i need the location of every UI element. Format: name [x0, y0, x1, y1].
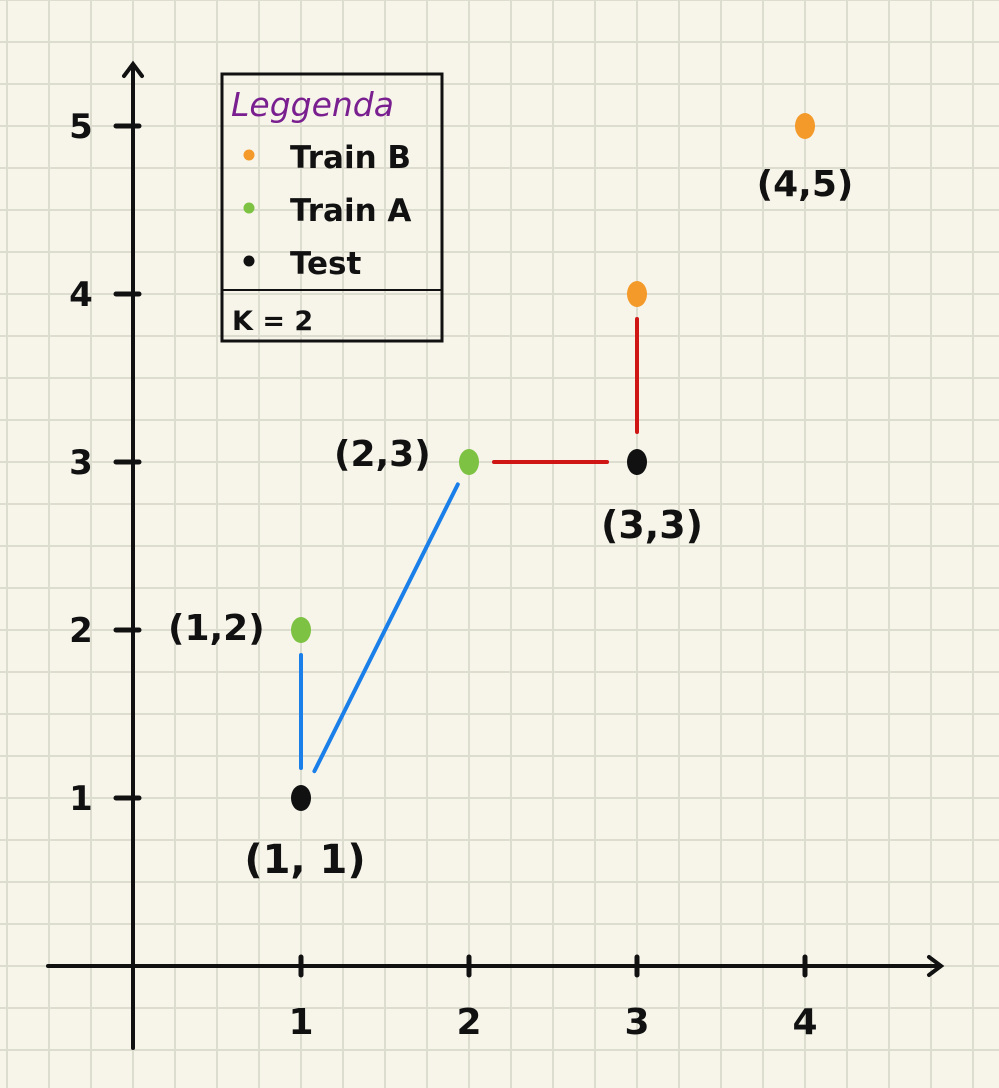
- point-label: (2,3): [334, 434, 431, 475]
- point-train-b: [627, 281, 647, 307]
- legend-marker: [243, 202, 255, 214]
- point-test: [291, 785, 311, 811]
- point-train-a: [459, 449, 479, 475]
- legend-title: Leggenda: [231, 85, 394, 124]
- legend-k-note: K = 2: [232, 306, 313, 337]
- y-tick-label: 5: [69, 107, 93, 147]
- legend-entry-label: Train A: [290, 193, 411, 229]
- y-axis-arrow: [122, 60, 144, 78]
- point-label: (3,3): [601, 503, 703, 547]
- legend-entry-label: Train B: [290, 140, 411, 176]
- point-test: [627, 449, 647, 475]
- point-train-a: [291, 617, 311, 643]
- y-tick-label: 3: [69, 443, 93, 483]
- y-tick-label: 1: [69, 779, 93, 819]
- point-label: (4,5): [757, 164, 854, 205]
- point-label: (1,2): [168, 608, 265, 649]
- point-train-b: [795, 113, 815, 139]
- y-tick-label: 2: [69, 611, 93, 651]
- x-tick-label: 1: [288, 1002, 313, 1043]
- y-tick-label: 4: [69, 275, 93, 315]
- legend-entry-label: Test: [290, 246, 362, 282]
- x-axis-arrow: [927, 955, 945, 977]
- x-tick-label: 4: [792, 1002, 817, 1043]
- neighbor-line: [312, 482, 460, 774]
- x-tick-label: 3: [624, 1002, 649, 1043]
- legend-marker: [243, 255, 255, 267]
- legend-marker: [243, 149, 255, 161]
- legend-box: [220, 72, 444, 343]
- x-tick-label: 2: [456, 1002, 481, 1043]
- point-label: (1, 1): [244, 837, 365, 883]
